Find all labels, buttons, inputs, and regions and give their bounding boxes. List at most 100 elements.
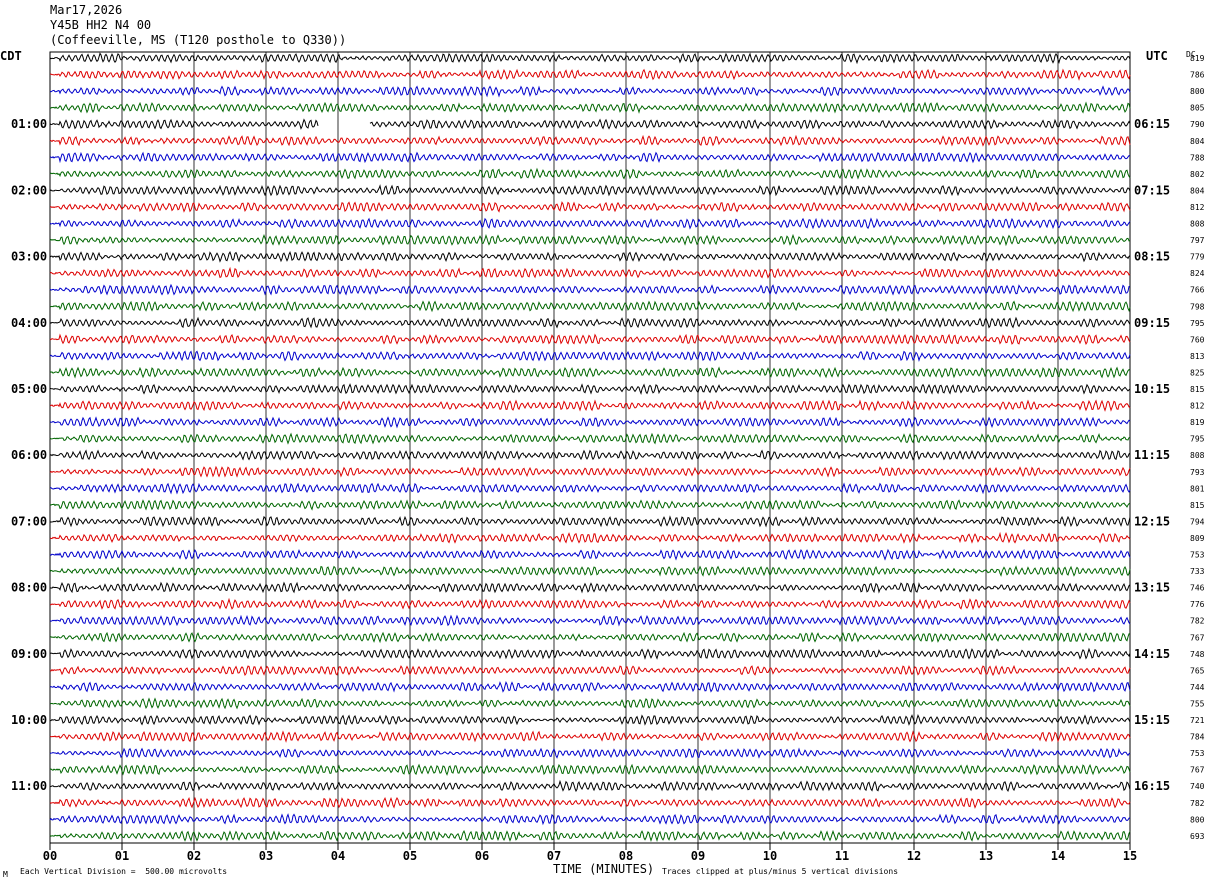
dc-value: 782: [1190, 617, 1205, 626]
dc-value: 744: [1190, 683, 1205, 692]
x-tick-label: 13: [979, 849, 993, 863]
seismic-trace: [49, 68, 1131, 81]
seismic-trace: [49, 597, 1131, 611]
dc-value: 767: [1190, 766, 1205, 775]
seismic-trace: [49, 548, 1131, 561]
seismic-trace: [49, 250, 1131, 263]
dc-value: 805: [1190, 104, 1205, 113]
left-hour-label: 09:00: [11, 647, 47, 661]
seismic-trace: [49, 184, 1131, 197]
x-axis-title: TIME (MINUTES): [553, 862, 655, 876]
seismic-trace: [49, 201, 1131, 213]
right-hour-label: 12:15: [1134, 514, 1170, 528]
dc-value: 765: [1190, 666, 1205, 675]
dc-value: 812: [1190, 402, 1205, 411]
left-hour-label: 06:00: [11, 448, 47, 462]
left-hour-label: 01:00: [11, 117, 47, 131]
dc-value: 793: [1190, 468, 1205, 477]
dc-value: 813: [1190, 352, 1205, 361]
dc-value: 795: [1190, 319, 1205, 328]
seismic-trace: [49, 167, 1131, 180]
dc-value: 797: [1190, 236, 1205, 245]
left-timezone-label: CDT: [0, 49, 22, 63]
left-hour-label: 03:00: [11, 250, 47, 264]
dc-value: 804: [1190, 186, 1205, 195]
plot-date: Mar17,2026: [50, 3, 123, 17]
seismic-trace: [49, 697, 1131, 710]
dc-value: 753: [1190, 551, 1205, 560]
right-hour-label: 10:15: [1134, 382, 1170, 396]
dc-value: 733: [1190, 567, 1205, 576]
seismic-trace: [49, 813, 1131, 826]
seismic-trace: [49, 283, 1131, 296]
dc-value: 808: [1190, 451, 1205, 460]
dc-value: 746: [1190, 584, 1205, 593]
seismic-trace: [49, 316, 1131, 329]
dc-value: 748: [1190, 650, 1205, 659]
dc-value: 819: [1190, 54, 1205, 63]
seismic-trace: [49, 118, 1131, 130]
seismic-trace: [49, 416, 1131, 429]
left-hour-label: 05:00: [11, 382, 47, 396]
dc-value: 760: [1190, 335, 1205, 344]
dc-value: 784: [1190, 733, 1205, 742]
station-id: Y45B HH2 N4 00: [50, 18, 152, 32]
x-tick-label: 01: [115, 849, 129, 863]
dc-value: 802: [1190, 170, 1205, 179]
seismic-trace: [49, 763, 1131, 776]
dc-value: 812: [1190, 203, 1205, 212]
dc-value: 824: [1190, 269, 1205, 278]
dc-value: 786: [1190, 71, 1205, 80]
x-tick-label: 04: [331, 849, 345, 863]
x-tick-label: 12: [907, 849, 921, 863]
seismic-trace: [49, 333, 1131, 346]
station-location: (Coffeeville, MS (T120 posthole to Q330)…: [50, 33, 347, 47]
x-tick-label: 06: [475, 849, 489, 863]
seismic-trace: [49, 829, 1131, 842]
dc-value: 800: [1190, 87, 1205, 96]
x-tick-label: 02: [187, 849, 201, 863]
dc-value: 776: [1190, 600, 1205, 609]
seismic-trace: [49, 796, 1131, 809]
right-hour-label: 15:15: [1134, 713, 1170, 727]
x-tick-label: 03: [259, 849, 273, 863]
seismic-trace: [49, 217, 1131, 230]
x-tick-label: 07: [547, 849, 561, 863]
seismic-trace: [49, 134, 1131, 147]
seismic-trace: [49, 482, 1131, 495]
seismic-trace: [49, 664, 1131, 677]
seismic-trace: [49, 631, 1131, 644]
dc-value: 794: [1190, 517, 1205, 526]
dc-value: 809: [1190, 534, 1205, 543]
seismic-trace: [49, 515, 1131, 528]
seismic-trace: [49, 499, 1131, 511]
seismic-trace: [49, 747, 1131, 759]
right-hour-label: 06:15: [1134, 117, 1170, 131]
clip-note: Traces clipped at plus/minus 5 vertical …: [662, 867, 899, 876]
seismic-trace: [49, 730, 1131, 743]
dc-value: 788: [1190, 153, 1205, 162]
seismic-trace: [49, 151, 1131, 164]
dc-label: DC: [1186, 50, 1196, 59]
seismic-trace: [49, 233, 1131, 247]
dc-value: 800: [1190, 815, 1205, 824]
x-tick-label: 05: [403, 849, 417, 863]
dc-value: 790: [1190, 120, 1205, 129]
x-tick-label: 10: [763, 849, 777, 863]
dc-value: 815: [1190, 501, 1205, 510]
left-hour-label: 07:00: [11, 514, 47, 528]
dc-value: 795: [1190, 435, 1205, 444]
left-hour-label: 10:00: [11, 713, 47, 727]
scale-note: Each Vertical Division = 500.00 microvol…: [20, 867, 228, 876]
dc-value: 755: [1190, 699, 1205, 708]
seismic-trace: [49, 383, 1131, 396]
dc-value: 808: [1190, 220, 1205, 229]
seismic-trace: [49, 614, 1131, 627]
seismic-trace: [49, 399, 1131, 412]
left-hour-label: 08:00: [11, 581, 47, 595]
dc-value: 693: [1190, 832, 1205, 841]
seismic-trace: [49, 350, 1131, 362]
dc-value: 782: [1190, 799, 1205, 808]
right-hour-label: 08:15: [1134, 250, 1170, 264]
seismic-trace: [49, 531, 1131, 544]
